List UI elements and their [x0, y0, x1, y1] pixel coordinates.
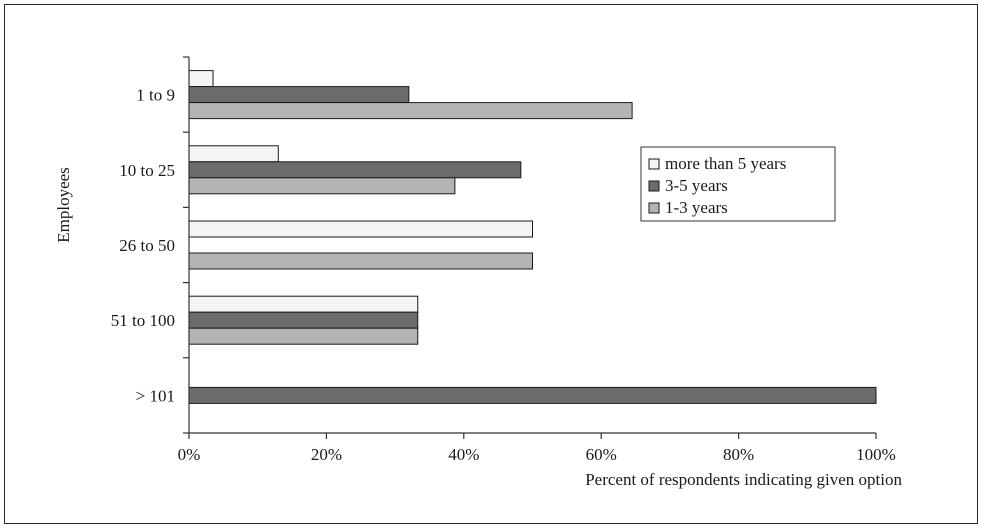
legend-label: 3-5 years — [665, 176, 728, 195]
category-label: 1 to 9 — [136, 86, 175, 105]
x-axis-title: Percent of respondents indicating given … — [585, 470, 902, 489]
y-tick-labels-group: 1 to 9 10 to 25 26 to 50 51 to 100 > 101 — [111, 86, 175, 406]
x-tick-label: 20% — [311, 445, 342, 464]
legend-label: 1-3 years — [665, 198, 728, 217]
bar — [188, 295, 419, 313]
category-label: 51 to 100 — [111, 311, 175, 330]
bar — [188, 161, 522, 179]
bar — [188, 70, 214, 88]
bar — [188, 327, 419, 345]
x-tick-labels-group: 0% 20% 40% 60% 80% 100% — [178, 445, 896, 464]
bar — [188, 102, 633, 120]
category-label: > 101 — [136, 386, 175, 405]
legend-label: more than 5 years — [665, 154, 786, 173]
legend-swatch — [648, 202, 660, 214]
legend: more than 5 years 3-5 years 1-3 years — [640, 146, 836, 222]
x-tick-label: 60% — [586, 445, 617, 464]
y-ticks-group — [183, 56, 189, 434]
category-label: 10 to 25 — [119, 161, 175, 180]
x-ticks-group — [188, 433, 877, 439]
x-tick-label: 0% — [178, 445, 201, 464]
bar — [188, 177, 456, 195]
bar — [188, 145, 279, 163]
bar — [188, 86, 410, 104]
bar — [188, 220, 533, 238]
category-label: 26 to 50 — [119, 236, 175, 255]
bars-group — [188, 70, 877, 404]
legend-swatch — [648, 158, 660, 170]
bar-chart: 1 to 9 10 to 25 26 to 50 51 to 100 > 101 0% 2… — [54, 56, 902, 489]
y-axis-title: Employees — [54, 167, 73, 243]
bar — [188, 311, 419, 329]
legend-swatch — [648, 180, 660, 192]
x-tick-label: 80% — [723, 445, 754, 464]
x-tick-label: 100% — [856, 445, 896, 464]
x-tick-label: 40% — [448, 445, 479, 464]
bar — [188, 252, 533, 270]
bar — [188, 386, 877, 404]
legend-box — [640, 146, 836, 222]
chart-frame: 1 to 9 10 to 25 26 to 50 51 to 100 > 101 0% 2… — [4, 4, 978, 524]
